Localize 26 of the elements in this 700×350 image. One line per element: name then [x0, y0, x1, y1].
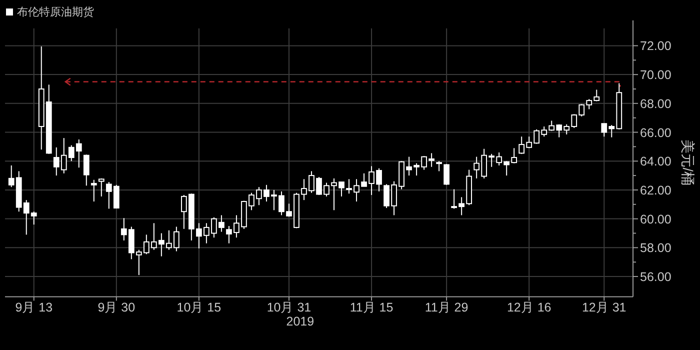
- candlestick: [90, 179, 97, 202]
- legend: 布伦特原油期货: [6, 6, 94, 18]
- x-tick-label: 10月 31: [266, 300, 312, 315]
- candlestick: [444, 163, 450, 186]
- y-tick-label: 56.00: [640, 270, 672, 284]
- y-tick-label: 64.00: [640, 154, 672, 169]
- y-tick-label: 66.00: [640, 126, 672, 140]
- x-tick-label: 9月 13: [15, 300, 53, 315]
- y-tick-label: 68.00: [640, 96, 672, 111]
- candlestick: [98, 178, 104, 197]
- x-tick-label: 11月 15: [350, 300, 394, 315]
- y-tick-label: 60.00: [640, 212, 672, 226]
- x-axis-title: 2019: [286, 314, 314, 329]
- candlestick: [436, 160, 442, 172]
- y-tick-label: 62.00: [640, 183, 672, 198]
- x-tick-label: 12月 16: [506, 300, 552, 315]
- y-tick-label: 58.00: [640, 241, 672, 256]
- y-tick-label: 72.00: [640, 39, 672, 54]
- y-axis-title: 美元/桶: [680, 140, 696, 186]
- legend-label: 布伦特原油期货: [17, 6, 94, 18]
- x-tick-label: 9月 30: [98, 300, 136, 315]
- candlestick: [83, 154, 90, 186]
- x-tick-label: 12月 31: [582, 300, 626, 315]
- x-tick-label: 10月 15: [176, 300, 222, 315]
- y-tick-label: 70.00: [640, 68, 672, 82]
- x-tick-label: 11月 29: [424, 300, 468, 315]
